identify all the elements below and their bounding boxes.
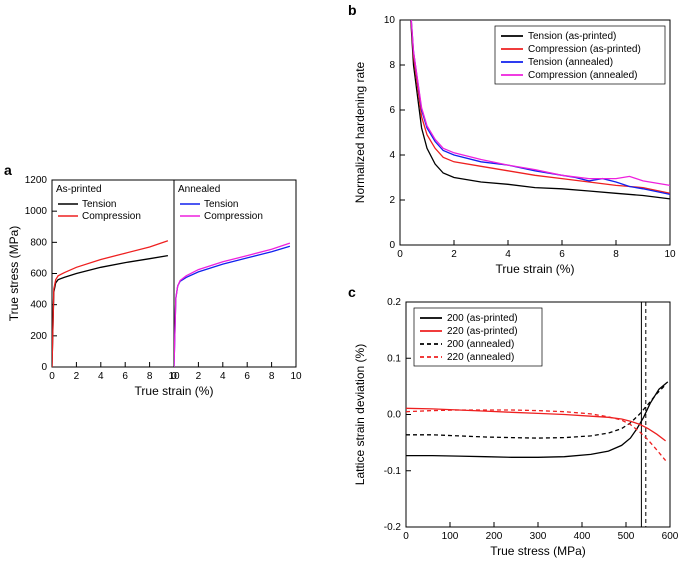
svg-text:-0.2: -0.2 [384,522,402,533]
svg-text:0.0: 0.0 [387,410,401,421]
svg-text:0: 0 [41,362,47,373]
svg-text:0: 0 [397,249,403,260]
svg-text:Tension (annealed): Tension (annealed) [528,57,613,68]
svg-text:10: 10 [664,249,676,260]
svg-text:True stress (MPa): True stress (MPa) [7,226,21,322]
svg-text:0.2: 0.2 [387,297,401,308]
svg-text:800: 800 [30,237,47,248]
svg-text:200 (annealed): 200 (annealed) [447,339,514,350]
svg-text:220 (as-printed): 220 (as-printed) [447,326,518,337]
svg-text:100: 100 [442,531,459,542]
svg-text:8: 8 [269,371,275,382]
svg-text:0: 0 [171,371,177,382]
svg-text:600: 600 [30,269,47,280]
svg-text:Tension: Tension [82,199,116,210]
svg-text:True stress (MPa): True stress (MPa) [490,544,586,558]
svg-text:Compression: Compression [204,211,263,222]
svg-text:8: 8 [389,60,395,71]
svg-text:200: 200 [30,331,47,342]
panel-b-chart: 0 2 4 6 8 10 0 2 4 6 8 10 True strain (%) Normalized … [348,10,683,282]
svg-text:Normalized hardening rate: Normalized hardening rate [353,61,367,203]
svg-text:Lattice strain deviation (%): Lattice strain deviation (%) [353,344,367,485]
svg-text:Compression: Compression [82,211,141,222]
svg-text:8: 8 [147,371,153,382]
svg-text:4: 4 [98,371,104,382]
svg-text:6: 6 [244,371,250,382]
panel-c-chart: 0 100 200 300 400 500 600 -0.2 -0.1 0.0 0.1 0.2 True… [348,292,683,564]
svg-text:6: 6 [389,105,395,116]
svg-text:0: 0 [403,531,409,542]
svg-text:400: 400 [30,300,47,311]
svg-text:-0.1: -0.1 [384,466,402,477]
svg-text:2: 2 [74,371,80,382]
svg-text:600: 600 [662,531,679,542]
panel-a-chart: 02004006008001000120002468100246810True … [4,172,314,402]
svg-text:200: 200 [486,531,503,542]
svg-text:6: 6 [122,371,128,382]
svg-text:4: 4 [220,371,226,382]
svg-text:10: 10 [290,371,302,382]
svg-text:0: 0 [49,371,55,382]
svg-text:0.1: 0.1 [387,353,401,364]
svg-text:300: 300 [530,531,547,542]
svg-text:2: 2 [196,371,202,382]
svg-text:As-printed: As-printed [56,184,102,195]
svg-text:400: 400 [574,531,591,542]
svg-text:Tension (as-printed): Tension (as-printed) [528,31,616,42]
svg-text:True strain (%): True strain (%) [496,262,575,276]
svg-text:6: 6 [559,249,565,260]
svg-text:8: 8 [613,249,619,260]
svg-text:10: 10 [384,15,396,26]
svg-text:4: 4 [389,150,395,161]
svg-text:Compression (annealed): Compression (annealed) [528,70,638,81]
svg-text:Compression (as-printed): Compression (as-printed) [528,44,641,55]
svg-text:0: 0 [389,240,395,251]
svg-text:Tension: Tension [204,199,238,210]
svg-text:1200: 1200 [25,175,48,186]
svg-text:200 (as-printed): 200 (as-printed) [447,313,518,324]
svg-text:1000: 1000 [25,206,48,217]
svg-text:220 (annealed): 220 (annealed) [447,352,514,363]
svg-text:500: 500 [618,531,635,542]
svg-text:True strain (%): True strain (%) [135,384,214,398]
svg-text:4: 4 [505,249,511,260]
svg-text:2: 2 [389,195,395,206]
svg-text:Annealed: Annealed [178,184,220,195]
svg-text:2: 2 [451,249,457,260]
